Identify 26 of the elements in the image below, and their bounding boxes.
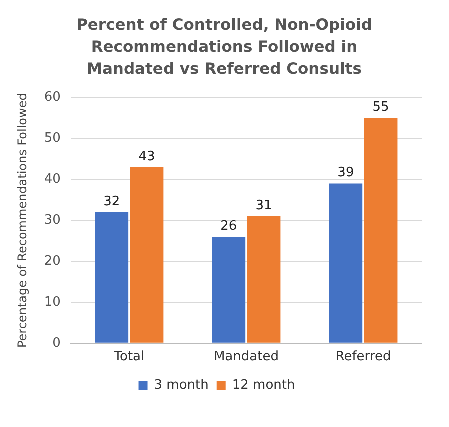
data-label: 55 [372,100,390,116]
y-tick-label: 40 [44,172,61,188]
data-label: 39 [338,166,354,181]
y-tick-label: 30 [44,212,61,228]
legend-label: 12 month [232,378,296,393]
data-label: 32 [104,194,120,210]
bar [364,118,398,343]
data-label: 26 [220,218,238,234]
x-tick-label: Total [113,350,145,365]
legend-label: 3 month [154,378,209,393]
y-axis-title: Percentage of Recommendations Followed [15,93,30,348]
bar [95,212,129,343]
x-tick-label: Referred [336,350,392,365]
data-label: 43 [138,149,156,164]
y-tick-label: 20 [44,254,61,269]
y-tick-label: 10 [44,294,61,310]
x-tick-label: Mandated [214,350,279,365]
bar [130,167,164,343]
y-tick-label: 0 [52,336,61,351]
y-tick-label: 50 [44,131,61,146]
y-tick-label: 60 [44,90,61,106]
data-label: 31 [256,198,272,214]
bar [212,236,246,343]
bar [247,216,281,343]
bar [329,184,363,343]
chart-title: Percent of Controlled, Non-Opioid Recommendations Followed in Mandated vs Referred Consults [76,15,374,80]
